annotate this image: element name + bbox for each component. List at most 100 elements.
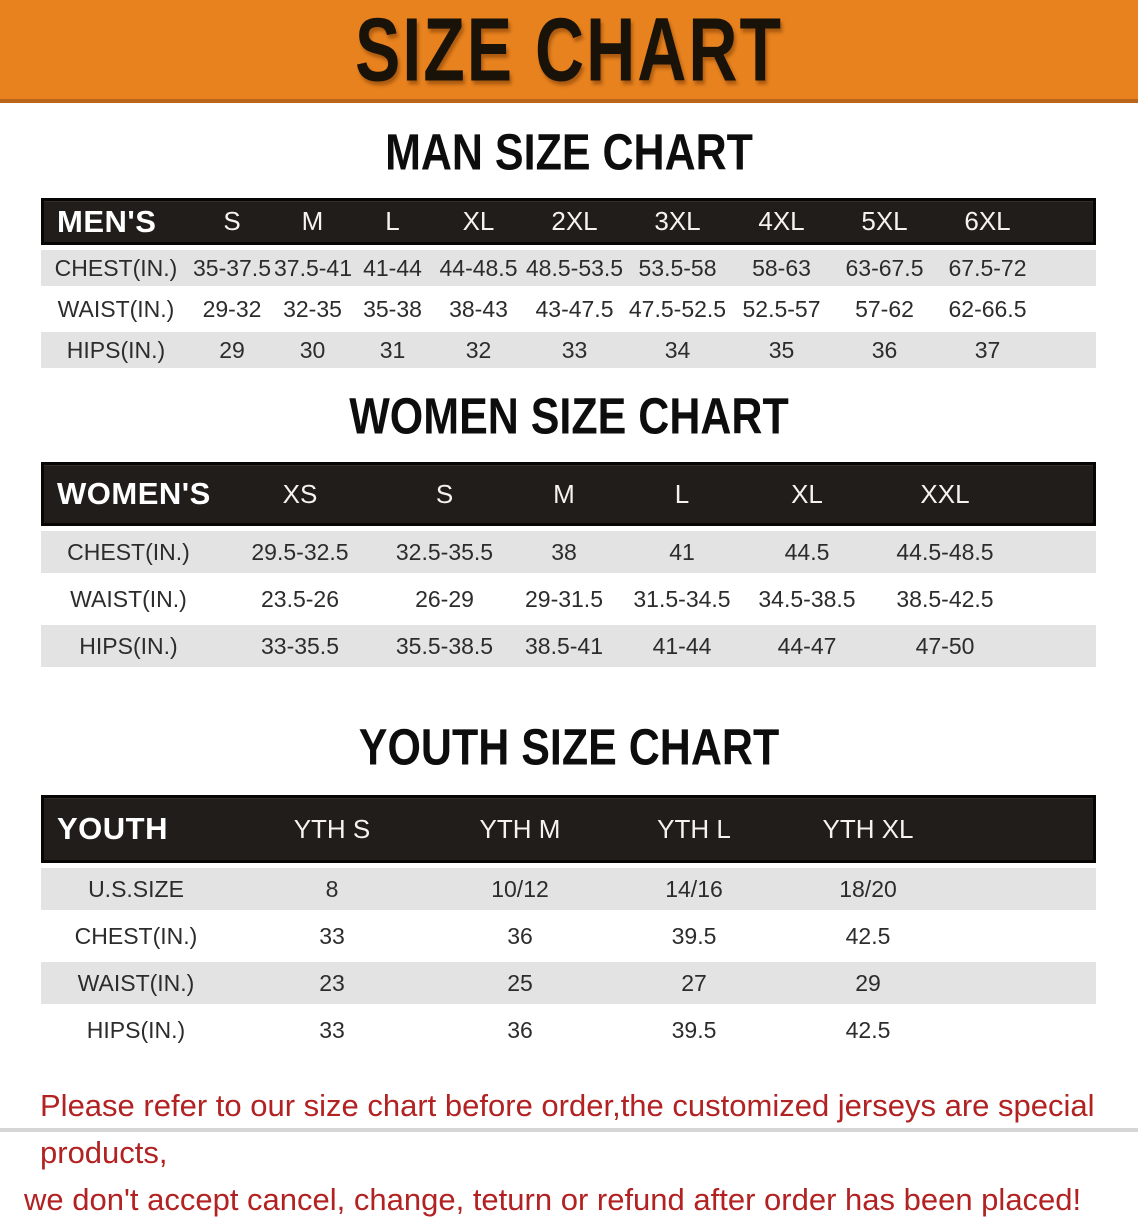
row-filler bbox=[1017, 625, 1096, 667]
value-cell: 34.5-38.5 bbox=[758, 585, 856, 612]
header-filler bbox=[1039, 198, 1096, 245]
value-cell: 62-66.5 bbox=[948, 295, 1027, 322]
table-row: WAIST(IN.) 23.5-26 26-29 29-31.5 31.5-34.5 34… bbox=[41, 578, 1096, 620]
women-section-title: WOMEN SIZE CHART bbox=[349, 388, 789, 446]
value-cell: 32.5-35.5 bbox=[384, 531, 505, 573]
size-column-header: S bbox=[191, 198, 273, 245]
value-cell: 42.5 bbox=[845, 1016, 891, 1043]
table-row: CHEST(IN.) 35-37.5 37.5-41 41-44 44-48.5 48.5… bbox=[41, 250, 1096, 286]
value-cell: 41 bbox=[623, 531, 741, 573]
size-column-header: XL bbox=[741, 462, 873, 526]
value-cell: 33-35.5 bbox=[216, 625, 384, 667]
size-column-header: YTH M bbox=[433, 795, 607, 863]
value-cell: 47.5-52.5 bbox=[628, 295, 727, 322]
value-cell: 35.5-38.5 bbox=[384, 625, 505, 667]
value-cell: 14/16 bbox=[607, 868, 781, 910]
value-cell: 44.5-48.5 bbox=[873, 531, 1017, 573]
size-column-header: XL bbox=[433, 198, 524, 245]
value-cell: 39.5 bbox=[671, 1016, 717, 1043]
table-header-row: YOUTH YTH S YTH M YTH L YTH XL bbox=[41, 795, 1096, 863]
size-chart-banner: SIZE CHART bbox=[0, 0, 1138, 103]
value-cell: 34 bbox=[625, 332, 730, 368]
size-column-header: XXL bbox=[873, 462, 1017, 526]
value-cell: 8 bbox=[231, 868, 433, 910]
row-filler bbox=[1039, 291, 1096, 327]
value-cell: 33 bbox=[319, 1016, 345, 1043]
row-label: WAIST(IN.) bbox=[70, 585, 187, 612]
value-cell: 32-35 bbox=[283, 295, 342, 322]
size-column-header: M bbox=[273, 198, 352, 245]
value-cell: 29-31.5 bbox=[524, 585, 603, 612]
value-cell: 35-37.5 bbox=[191, 250, 273, 286]
row-filler bbox=[955, 1009, 1096, 1051]
value-cell: 25 bbox=[433, 962, 607, 1004]
row-label: U.S.SIZE bbox=[41, 868, 231, 910]
table-row: CHEST(IN.) 29.5-32.5 32.5-35.5 38 41 44.5 44.5… bbox=[41, 531, 1096, 573]
size-column-header: S bbox=[384, 462, 505, 526]
table-row: WAIST(IN.) 23 25 27 29 bbox=[41, 962, 1096, 1004]
size-column-header: 6XL bbox=[936, 198, 1039, 245]
value-cell: 35-38 bbox=[363, 295, 422, 322]
value-cell: 44-48.5 bbox=[433, 250, 524, 286]
value-cell: 33 bbox=[524, 332, 625, 368]
size-column-header: 2XL bbox=[524, 198, 625, 245]
value-cell: 38-43 bbox=[449, 295, 508, 322]
women-size-table: WOMEN'S XS S M L XL XXL CHEST(IN.) 29.5-32.5 32.… bbox=[41, 457, 1096, 672]
men-size-table: MEN'S S M L XL 2XL 3XL 4XL 5XL 6XL CHEST(IN.) 35-3… bbox=[41, 193, 1096, 373]
value-cell: 30 bbox=[273, 332, 352, 368]
table-row: HIPS(IN.) 33 36 39.5 42.5 bbox=[41, 1009, 1096, 1051]
value-cell: 31 bbox=[352, 332, 433, 368]
value-cell: 10/12 bbox=[433, 868, 607, 910]
value-cell: 31.5-34.5 bbox=[633, 585, 731, 612]
row-filler bbox=[955, 915, 1096, 957]
youth-section-title: YOUTH SIZE CHART bbox=[358, 719, 780, 777]
row-label: WAIST(IN.) bbox=[41, 962, 231, 1004]
youth-size-table: YOUTH YTH S YTH M YTH L YTH XL U.S.SIZE 8 10/1… bbox=[41, 790, 1096, 1056]
youth-section: YOUTH SIZE CHART YOUTH YTH S YTH M YTH L YTH… bbox=[0, 720, 1138, 1056]
table-header-row: WOMEN'S XS S M L XL XXL bbox=[41, 462, 1096, 526]
row-filler bbox=[1017, 531, 1096, 573]
size-column-header: 5XL bbox=[833, 198, 936, 245]
value-cell: 39.5 bbox=[671, 922, 717, 949]
value-cell: 23 bbox=[231, 962, 433, 1004]
value-cell: 29 bbox=[191, 332, 273, 368]
row-filler bbox=[1039, 332, 1096, 368]
men-section-title: MAN SIZE CHART bbox=[385, 124, 753, 182]
row-label: WAIST(IN.) bbox=[57, 295, 175, 322]
size-column-header: XS bbox=[216, 462, 384, 526]
value-cell: 63-67.5 bbox=[833, 250, 936, 286]
value-cell: 41-44 bbox=[352, 250, 433, 286]
row-filler bbox=[1017, 578, 1096, 620]
value-cell: 38 bbox=[505, 531, 623, 573]
men-section: MAN SIZE CHART MEN'S S M L XL 2XL 3XL 4XL 5XL 6XL… bbox=[0, 125, 1138, 373]
value-cell: 26-29 bbox=[415, 585, 474, 612]
row-label: HIPS(IN.) bbox=[41, 332, 191, 368]
row-filler bbox=[1039, 250, 1096, 286]
value-cell: 35 bbox=[730, 332, 833, 368]
table-row: HIPS(IN.) 29 30 31 32 33 34 35 36 37 bbox=[41, 332, 1096, 368]
table-header-label: YOUTH bbox=[41, 795, 231, 863]
value-cell: 43-47.5 bbox=[535, 295, 614, 322]
row-filler bbox=[955, 962, 1096, 1004]
table-row: WAIST(IN.) 29-32 32-35 35-38 38-43 43-47.5 47.… bbox=[41, 291, 1096, 327]
row-label: CHEST(IN.) bbox=[41, 531, 216, 573]
value-cell: 47-50 bbox=[873, 625, 1017, 667]
size-column-header: L bbox=[352, 198, 433, 245]
value-cell: 36 bbox=[507, 922, 533, 949]
value-cell: 32 bbox=[433, 332, 524, 368]
value-cell: 29 bbox=[781, 962, 955, 1004]
row-label: CHEST(IN.) bbox=[41, 250, 191, 286]
table-row: CHEST(IN.) 33 36 39.5 42.5 bbox=[41, 915, 1096, 957]
order-notice: Please refer to our size chart before or… bbox=[24, 1082, 1114, 1223]
value-cell: 44.5 bbox=[741, 531, 873, 573]
bottom-divider bbox=[0, 1128, 1138, 1132]
value-cell: 42.5 bbox=[845, 922, 891, 949]
value-cell: 57-62 bbox=[855, 295, 914, 322]
value-cell: 37.5-41 bbox=[273, 250, 352, 286]
table-header-label: MEN'S bbox=[41, 198, 191, 245]
size-column-header: 4XL bbox=[730, 198, 833, 245]
table-header-row: MEN'S S M L XL 2XL 3XL 4XL 5XL 6XL bbox=[41, 198, 1096, 245]
table-row: HIPS(IN.) 33-35.5 35.5-38.5 38.5-41 41-44 44-… bbox=[41, 625, 1096, 667]
header-filler bbox=[1017, 462, 1096, 526]
row-label: CHEST(IN.) bbox=[74, 922, 198, 949]
